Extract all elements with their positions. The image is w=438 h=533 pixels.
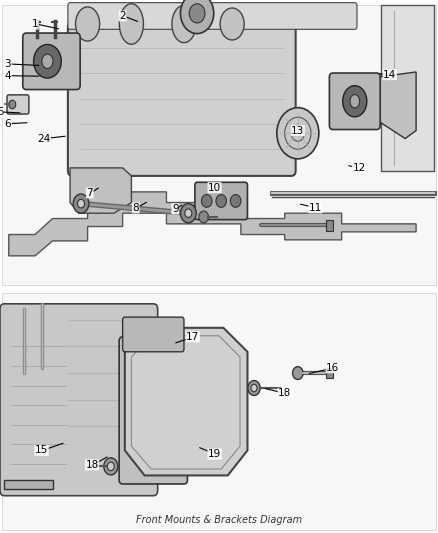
Text: 12: 12	[353, 163, 366, 173]
Polygon shape	[125, 328, 247, 475]
Text: 4: 4	[4, 71, 11, 80]
Circle shape	[104, 458, 118, 475]
FancyBboxPatch shape	[68, 21, 296, 176]
Text: Front Mounts & Brackets Diagram: Front Mounts & Brackets Diagram	[136, 515, 302, 525]
Ellipse shape	[119, 4, 143, 44]
Text: 19: 19	[208, 449, 221, 459]
Circle shape	[107, 462, 114, 471]
Text: 24: 24	[37, 134, 50, 143]
Text: 18: 18	[278, 389, 291, 398]
Circle shape	[216, 195, 226, 207]
Text: 8: 8	[132, 203, 139, 213]
Text: 6: 6	[4, 119, 11, 128]
FancyBboxPatch shape	[326, 368, 333, 378]
FancyBboxPatch shape	[329, 73, 380, 130]
FancyBboxPatch shape	[2, 5, 436, 285]
FancyBboxPatch shape	[0, 304, 158, 496]
Circle shape	[78, 199, 85, 208]
Circle shape	[251, 384, 257, 392]
Text: 2: 2	[119, 11, 126, 21]
Polygon shape	[381, 5, 434, 171]
Ellipse shape	[76, 7, 100, 41]
FancyBboxPatch shape	[23, 33, 80, 90]
Circle shape	[180, 204, 196, 223]
Circle shape	[199, 211, 208, 223]
Text: 15: 15	[35, 446, 48, 455]
Ellipse shape	[220, 8, 244, 40]
Text: 13: 13	[291, 126, 304, 135]
FancyBboxPatch shape	[68, 3, 357, 29]
Circle shape	[293, 367, 303, 379]
Text: 10: 10	[208, 183, 221, 192]
FancyBboxPatch shape	[123, 317, 184, 352]
Ellipse shape	[350, 94, 360, 108]
Polygon shape	[70, 168, 131, 213]
Polygon shape	[4, 480, 53, 489]
Circle shape	[277, 108, 319, 159]
Text: 16: 16	[326, 363, 339, 373]
Ellipse shape	[42, 54, 53, 68]
Text: 9: 9	[172, 204, 179, 214]
Text: 14: 14	[383, 70, 396, 79]
Text: 1: 1	[32, 19, 39, 29]
Circle shape	[185, 209, 192, 217]
Polygon shape	[9, 192, 416, 256]
Polygon shape	[377, 72, 416, 139]
Circle shape	[189, 4, 205, 23]
FancyBboxPatch shape	[326, 220, 333, 231]
Circle shape	[180, 0, 214, 34]
Text: 7: 7	[86, 188, 93, 198]
FancyBboxPatch shape	[7, 95, 29, 114]
Text: 11: 11	[309, 203, 322, 213]
Text: 5: 5	[0, 107, 4, 117]
Text: 18: 18	[85, 460, 99, 470]
Circle shape	[201, 195, 212, 207]
Text: 17: 17	[186, 332, 199, 342]
Ellipse shape	[343, 86, 367, 117]
Text: 3: 3	[4, 59, 11, 69]
Circle shape	[9, 100, 16, 109]
FancyBboxPatch shape	[119, 337, 187, 484]
Ellipse shape	[172, 5, 196, 43]
Circle shape	[73, 194, 89, 213]
FancyBboxPatch shape	[2, 293, 436, 530]
Circle shape	[248, 381, 260, 395]
Ellipse shape	[34, 45, 61, 78]
FancyBboxPatch shape	[195, 182, 247, 220]
Circle shape	[230, 195, 241, 207]
